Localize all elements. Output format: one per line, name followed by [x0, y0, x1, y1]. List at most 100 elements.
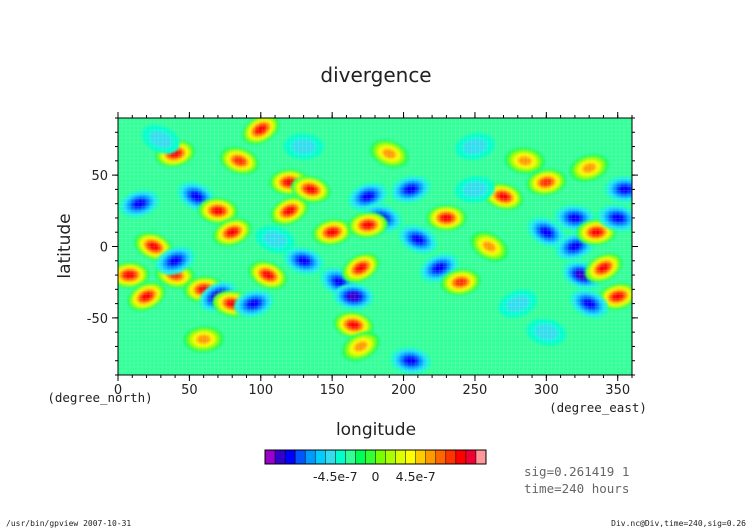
colorbar-frame [264, 449, 487, 465]
colorbar-swatch [365, 449, 376, 465]
footer-right: Div.nc@Div,time=240,sig=0.26 [611, 519, 746, 528]
x-tick-label: 300 [534, 383, 559, 398]
colorbar-swatch [425, 449, 437, 465]
colorbar-swatch [314, 449, 326, 465]
contour-feature [570, 289, 609, 319]
y-axis-label: latitude [55, 213, 75, 278]
contour-feature [398, 225, 437, 254]
colorbar-tick-label: 0 [372, 469, 380, 484]
time-annotation: time=240 hours [524, 481, 629, 496]
x-tick-label: 50 [181, 383, 198, 398]
contour-feature [234, 290, 274, 318]
contour-feature [390, 347, 431, 374]
colorbar-swatch [405, 449, 417, 465]
colorbar-swatch [465, 449, 477, 465]
x-tick-label: 150 [320, 383, 345, 398]
contour-feature [141, 124, 180, 154]
x-tick-label: 250 [463, 383, 488, 398]
colorbar-swatch [375, 449, 386, 465]
contour-feature [470, 231, 508, 262]
colorbar-swatch [335, 449, 346, 465]
contour-feature [504, 147, 545, 174]
colorbar-labels: -4.5e-7 0 4.5e-7 [313, 469, 436, 484]
contour-feature [569, 154, 609, 182]
x-axis-ticks: 0 50 100 150 200 250 300 350 [114, 112, 633, 398]
contour-feature [219, 147, 259, 175]
contour-feature [347, 212, 388, 239]
x-tick-label: 200 [391, 383, 416, 398]
contour-feature [391, 175, 431, 203]
contour-feature [348, 182, 388, 211]
contour-feature [498, 289, 538, 318]
contour-feature [455, 133, 495, 160]
colorbar-swatch [395, 449, 407, 465]
contour-feature [183, 326, 224, 353]
colorbar-tick-label: -4.5e-7 [313, 469, 358, 484]
colorbar-tick-label: 4.5e-7 [396, 469, 436, 484]
contour-feature [134, 232, 173, 261]
contour-feature [283, 133, 324, 160]
y-tick-label: 50 [91, 169, 108, 184]
contour-field [118, 118, 632, 374]
x-axis-unit: (degree_east) [549, 400, 647, 415]
contour-feature [426, 204, 467, 231]
y-tick-label: 0 [100, 241, 108, 256]
x-tick-label: 350 [605, 383, 630, 398]
contour-feature [248, 260, 288, 290]
colorbar-swatch [264, 449, 276, 465]
x-axis-label: longitude [336, 420, 416, 440]
contour-feature [584, 253, 623, 283]
contour-feature [341, 331, 380, 362]
footer-left: /usr/bin/gpview 2007-10-31 [6, 519, 131, 528]
contour-feature [197, 197, 238, 224]
colorbar-swatch [345, 449, 356, 465]
contour-feature [242, 118, 280, 145]
colorbar-swatch [274, 449, 286, 465]
contour-feature [483, 183, 524, 211]
contour-feature [342, 253, 380, 283]
contour-feature [291, 175, 331, 203]
x-tick-label: 0 [114, 383, 122, 398]
colorbar-swatch [294, 449, 306, 465]
contour-feature [212, 218, 252, 247]
contour-feature [119, 190, 159, 218]
colorbar-swatch [415, 449, 427, 465]
y-axis-ticks: -50 0 50 [87, 117, 638, 376]
contour-feature [440, 269, 481, 296]
colorbar-swatch [475, 449, 487, 465]
y-axis-unit: (degree_north) [47, 390, 152, 405]
sig-annotation: sig=0.261419 1 [524, 464, 629, 479]
contour-feature [155, 246, 195, 275]
colorbar-swatch [385, 449, 397, 465]
contour-feature [369, 139, 409, 168]
plot-area: 0 50 100 150 200 250 300 350 -50 0 50 [87, 112, 638, 398]
contour-feature [270, 196, 309, 226]
contour-feature [597, 204, 632, 232]
contour-feature [333, 311, 374, 339]
contour-feature [312, 218, 352, 246]
contour-feature [598, 283, 632, 310]
colorbar-swatch [445, 449, 457, 465]
contour-feature [127, 281, 166, 311]
x-tick-label: 100 [248, 383, 273, 398]
colorbar-swatch [435, 449, 447, 465]
colorbar-swatch [325, 449, 336, 465]
y-tick-label: -50 [87, 312, 108, 327]
colorbar-swatch [304, 449, 316, 465]
contour-feature [527, 217, 566, 248]
contour-feature [333, 283, 374, 310]
contour-feature [455, 176, 495, 203]
chart-title: divergence [320, 63, 431, 87]
colorbar-swatch [355, 449, 366, 465]
contour-feature [284, 247, 324, 275]
model-grid [118, 118, 632, 375]
contour-feature [118, 262, 150, 289]
colorbar-swatch [455, 449, 467, 465]
colorbar-swatch [284, 449, 296, 465]
contour-feature [604, 176, 632, 203]
contour-feature [526, 318, 567, 346]
colorbar [264, 449, 487, 465]
contour-feature [526, 169, 567, 196]
